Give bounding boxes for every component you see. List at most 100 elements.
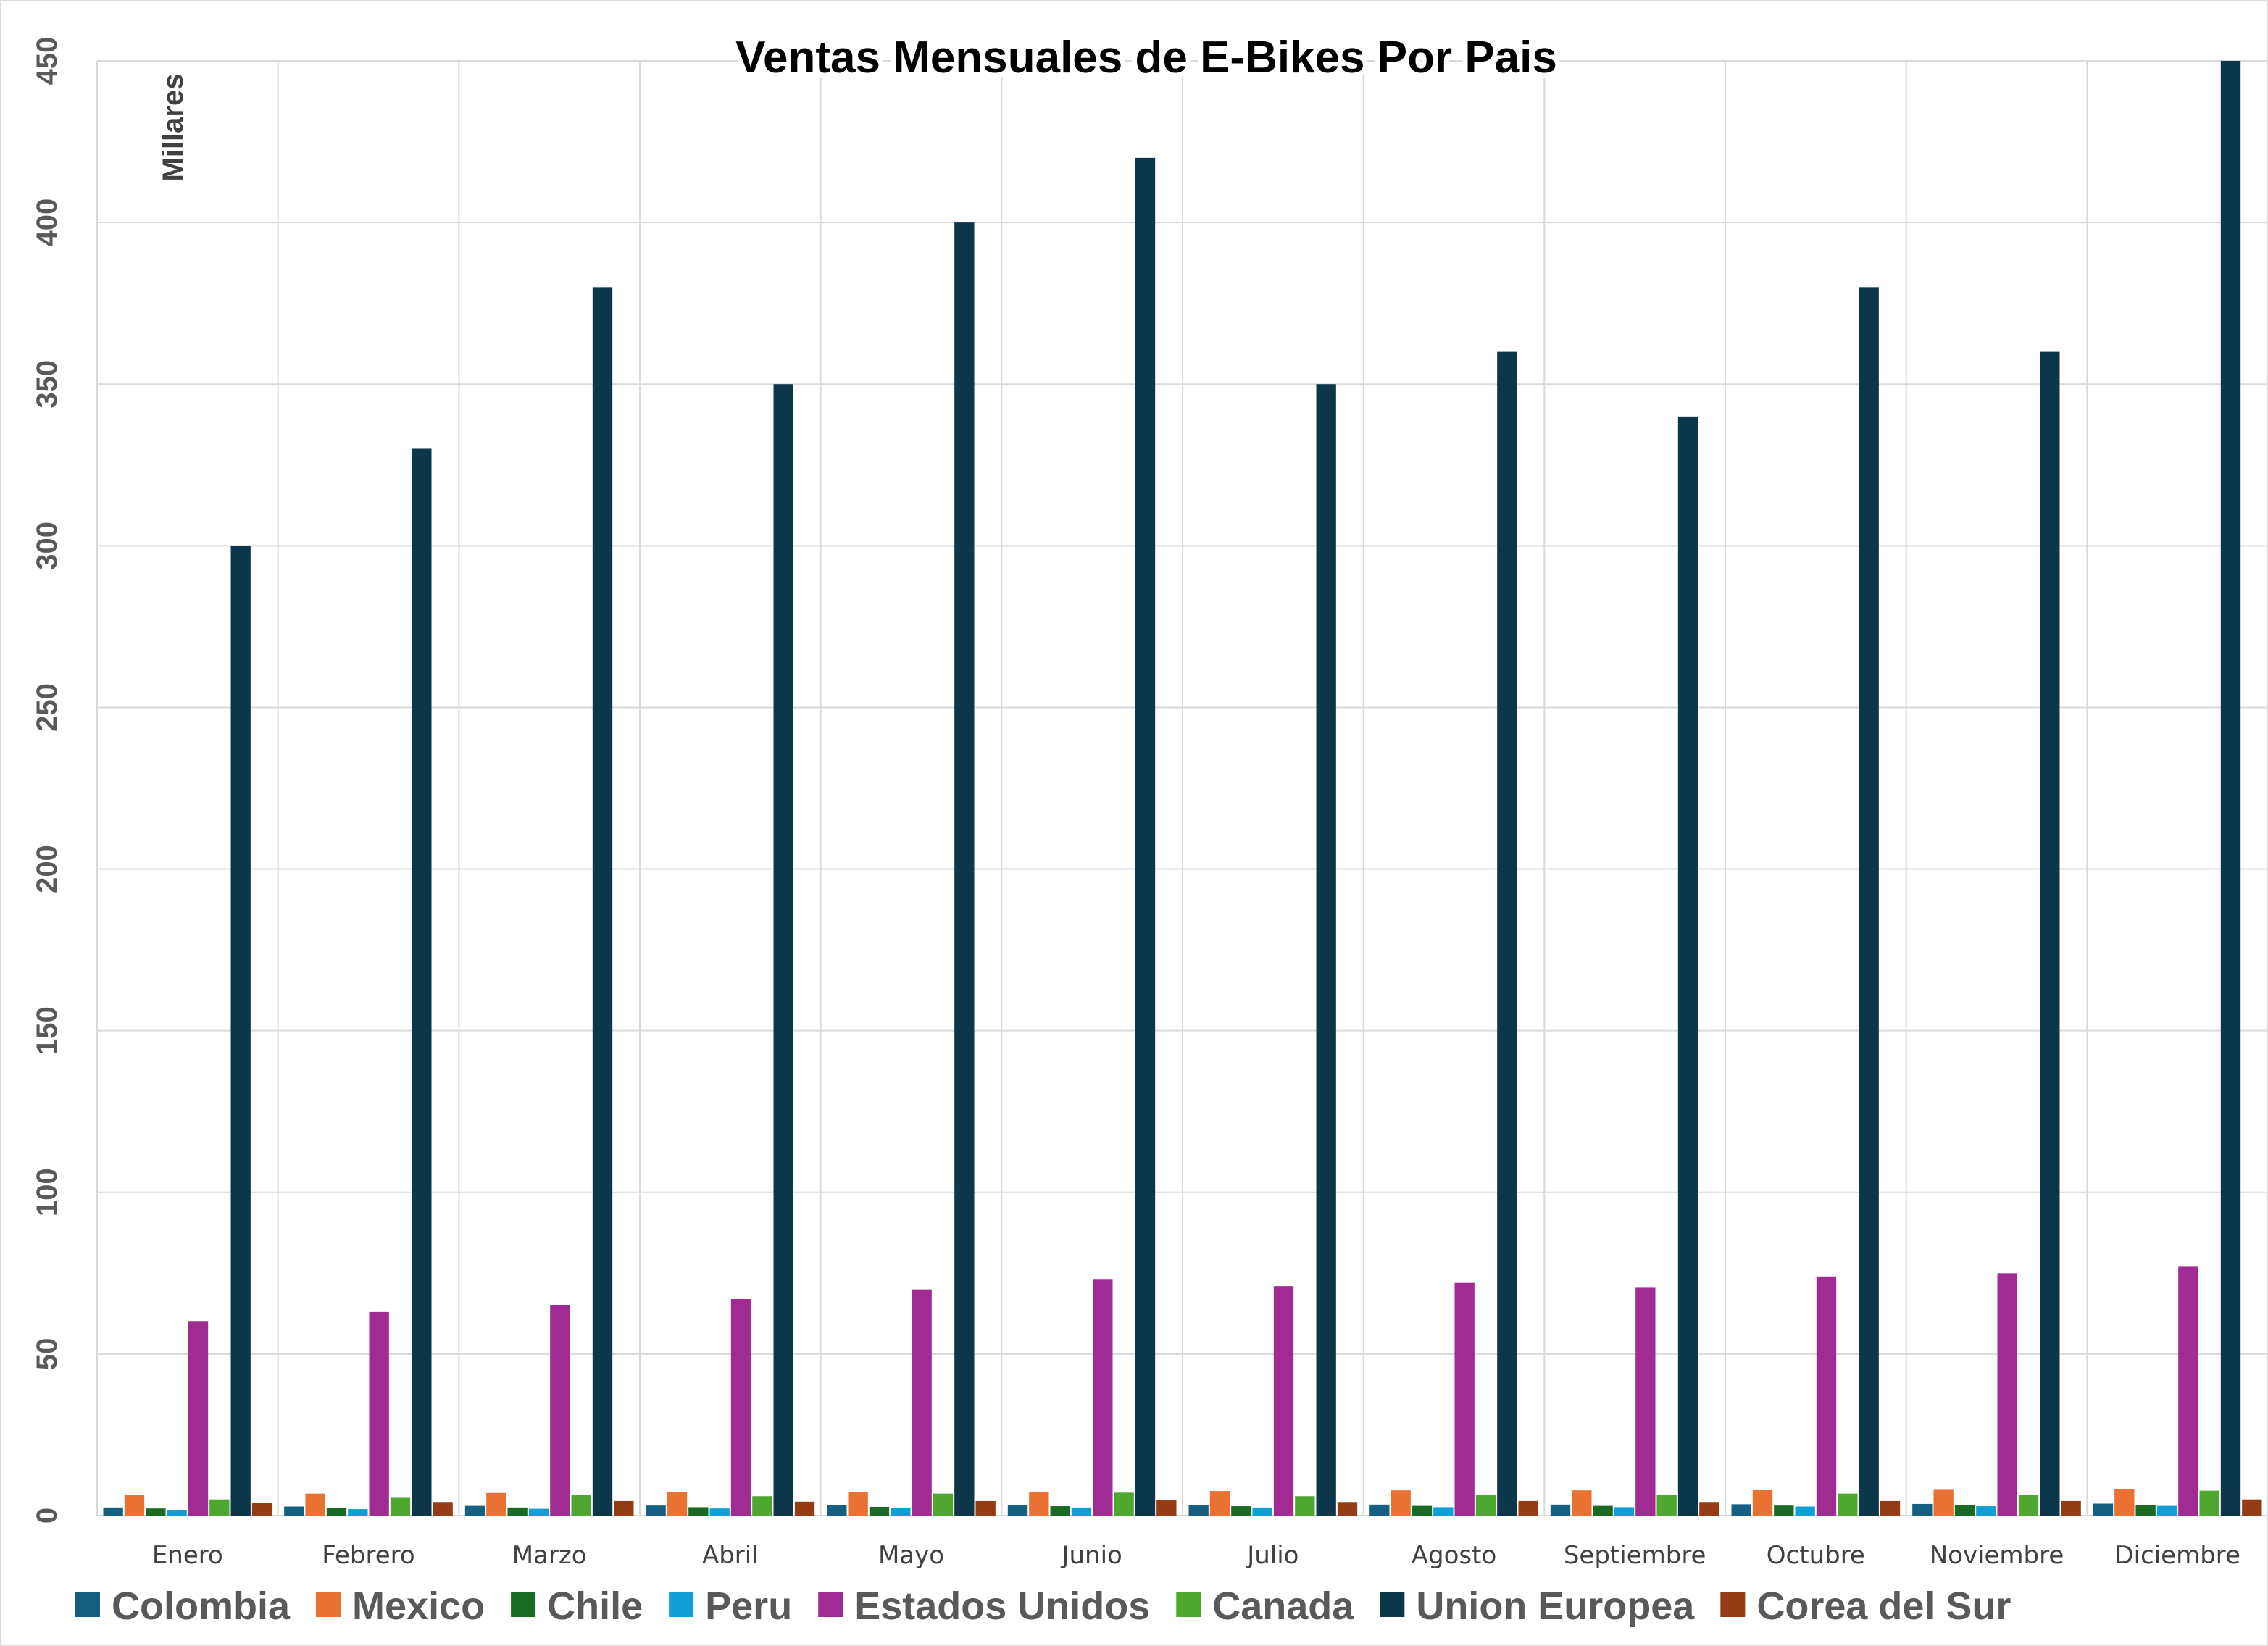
legend-swatch [75, 1592, 100, 1617]
bar [2178, 1266, 2198, 1516]
bar [1114, 1492, 1134, 1516]
bar [1656, 1494, 1677, 1516]
x-tick-label: Noviembre [1930, 1541, 2064, 1570]
bar [1252, 1507, 1272, 1516]
legend-label: Mexico [352, 1584, 485, 1628]
bar [2135, 1505, 2156, 1516]
bar [1475, 1494, 1496, 1516]
bar [1295, 1496, 1315, 1516]
legend-label: Canada [1212, 1584, 1354, 1628]
bar [124, 1494, 145, 1516]
y-tick-label: 400 [31, 199, 63, 247]
bar [146, 1508, 166, 1516]
bar [1135, 157, 1156, 1516]
bar [188, 1321, 209, 1516]
bar [667, 1492, 688, 1516]
bar [1316, 384, 1336, 1516]
bar [1412, 1505, 1433, 1516]
bar [709, 1508, 730, 1516]
y-tick-label: 300 [31, 522, 63, 570]
bar [773, 384, 793, 1516]
bar [1454, 1282, 1475, 1516]
y-tick-label: 150 [31, 1006, 63, 1055]
y-tick-label: 450 [31, 37, 63, 85]
legend-label: Estados Unidos [854, 1584, 1150, 1628]
bar [1093, 1279, 1113, 1516]
bar [2018, 1495, 2039, 1516]
x-tick-label: Diciembre [2114, 1541, 2240, 1570]
bar [1954, 1505, 1975, 1516]
y-tick-label: 100 [31, 1168, 63, 1216]
bar [369, 1311, 389, 1516]
bar [167, 1509, 187, 1516]
legend-label: Chile [547, 1584, 643, 1628]
bar [1550, 1504, 1571, 1516]
bar [1007, 1505, 1028, 1516]
y-tick-label: 350 [31, 360, 63, 409]
bar [1731, 1504, 1751, 1516]
bar [1635, 1287, 1656, 1516]
chart-title: Ventas Mensuales de E-Bikes Por Pais [735, 33, 1557, 83]
bar [975, 1500, 996, 1516]
bar [1391, 1490, 1411, 1516]
bar [794, 1501, 815, 1516]
x-axis-ticks: Enero Febrero Marzo Abril Mayo Junio Julio Agos… [152, 1541, 2240, 1570]
bar [1337, 1502, 1358, 1516]
bar [209, 1499, 230, 1516]
bar [1369, 1504, 1390, 1516]
bar [1071, 1507, 1092, 1516]
bar [230, 546, 251, 1516]
bar [1774, 1505, 1794, 1516]
legend-swatch [1176, 1592, 1201, 1617]
bar [305, 1493, 325, 1516]
bar [1231, 1506, 1251, 1516]
bar [1209, 1491, 1230, 1516]
y-tick-label: 200 [31, 845, 63, 893]
bar [1156, 1500, 1177, 1516]
bar [326, 1508, 347, 1516]
bar [348, 1509, 368, 1516]
bar [571, 1495, 591, 1516]
bar [412, 448, 432, 1516]
bar [507, 1507, 528, 1516]
bar [284, 1506, 304, 1516]
x-tick-label: Marzo [512, 1541, 587, 1570]
bar [2061, 1500, 2081, 1516]
bar [486, 1492, 506, 1516]
bar [390, 1497, 411, 1516]
x-tick-label: Enero [152, 1541, 223, 1570]
bar [1997, 1273, 2017, 1516]
bar [1029, 1491, 1049, 1516]
bar [592, 287, 613, 1516]
bar [891, 1508, 911, 1516]
legend-label: Colombia [112, 1584, 291, 1628]
bar [827, 1505, 847, 1516]
x-tick-label: Junio [1060, 1541, 1122, 1570]
bar [869, 1506, 890, 1516]
bar [1795, 1506, 1815, 1516]
x-tick-label: Septiembre [1564, 1541, 1706, 1570]
bar [528, 1508, 549, 1516]
y-tick-label: 0 [31, 1508, 63, 1524]
bar [2242, 1499, 2262, 1516]
legend: Colombia Mexico Chile Peru Estados Unidos Can… [75, 1584, 2011, 1628]
bar [1912, 1503, 1933, 1516]
bar [730, 1299, 751, 1516]
bar [1699, 1502, 1719, 1516]
grid-lines [96, 60, 2268, 1516]
bar [1188, 1505, 1209, 1516]
x-tick-label: Octubre [1767, 1541, 1865, 1570]
bar [2040, 351, 2060, 1516]
legend-label: Peru [705, 1584, 792, 1628]
bar [646, 1505, 666, 1516]
bar [1838, 1493, 1858, 1516]
legend-swatch [818, 1592, 843, 1617]
y-axis-ticks: 0 50 100 150 200 250 300 350 400 450 [31, 37, 63, 1524]
x-tick-label: Abril [702, 1541, 759, 1570]
legend-swatch [511, 1592, 536, 1617]
y-tick-label: 50 [31, 1338, 63, 1371]
bar [848, 1492, 868, 1516]
bar [1976, 1506, 1996, 1516]
bar [954, 222, 975, 1516]
